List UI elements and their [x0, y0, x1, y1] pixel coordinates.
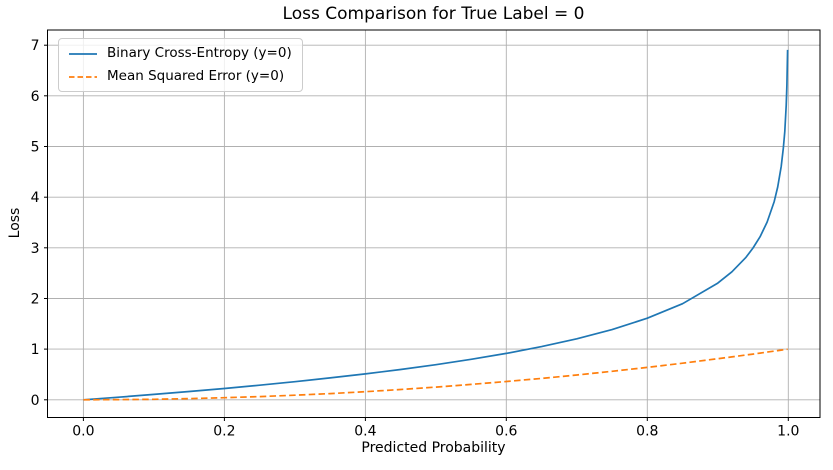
legend-line-dashed-icon — [69, 75, 97, 78]
x-tick-label: 1.0 — [777, 424, 799, 440]
series-line-mse — [83, 348, 788, 401]
legend-label-mse: Mean Squared Error (y=0) — [107, 68, 285, 84]
x-tick-label: 0.6 — [495, 424, 517, 440]
y-tick-label: 0 — [31, 393, 40, 409]
y-axis-label: Loss — [7, 207, 23, 239]
legend: Binary Cross-Entropy (y=0) Mean Squared … — [58, 38, 303, 92]
x-axis-label: Predicted Probability — [361, 440, 506, 456]
y-tick-label: 2 — [31, 292, 40, 308]
legend-entry-mse: Mean Squared Error (y=0) — [68, 68, 292, 85]
x-tick-label: 0.2 — [213, 424, 235, 440]
x-tick-label: 0.0 — [72, 424, 94, 440]
y-tick-label: 7 — [31, 38, 40, 54]
series-line-bce — [83, 49, 789, 401]
legend-line-solid-icon — [69, 52, 97, 55]
legend-entry-bce: Binary Cross-Entropy (y=0) — [68, 45, 292, 62]
chart-title: Loss Comparison for True Label = 0 — [282, 4, 585, 24]
y-tick-label: 5 — [31, 140, 40, 156]
legend-label-bce: Binary Cross-Entropy (y=0) — [107, 45, 292, 61]
y-tick-label: 1 — [31, 342, 40, 358]
x-tick-label: 0.4 — [354, 424, 376, 440]
y-tick-label: 3 — [31, 241, 40, 257]
axes-frame — [47, 29, 821, 418]
x-tick-label: 0.8 — [636, 424, 658, 440]
y-tick-label: 6 — [31, 89, 40, 105]
y-tick-label: 4 — [31, 190, 40, 206]
